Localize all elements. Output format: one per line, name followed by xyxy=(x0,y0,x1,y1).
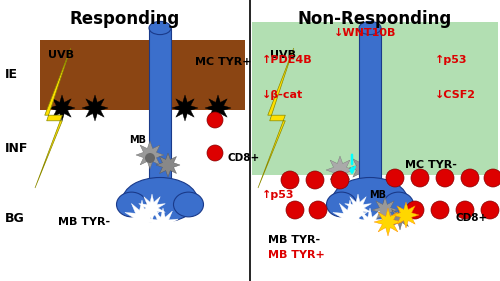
Ellipse shape xyxy=(149,21,171,35)
Polygon shape xyxy=(205,95,231,121)
Ellipse shape xyxy=(484,169,500,187)
Ellipse shape xyxy=(281,171,299,189)
Bar xyxy=(149,28,171,200)
Polygon shape xyxy=(388,206,412,230)
Text: IE: IE xyxy=(5,69,18,81)
Ellipse shape xyxy=(406,201,424,219)
Ellipse shape xyxy=(332,178,407,223)
Text: CD8+: CD8+ xyxy=(455,213,487,223)
Ellipse shape xyxy=(331,171,349,189)
Polygon shape xyxy=(82,95,108,121)
Ellipse shape xyxy=(207,145,223,161)
Text: UVB: UVB xyxy=(270,50,296,60)
Polygon shape xyxy=(136,141,164,169)
Ellipse shape xyxy=(386,169,404,187)
Ellipse shape xyxy=(436,169,454,187)
Polygon shape xyxy=(35,48,71,188)
Polygon shape xyxy=(372,197,398,223)
Text: ↑p53: ↑p53 xyxy=(435,55,468,65)
Ellipse shape xyxy=(145,153,155,163)
Polygon shape xyxy=(125,200,159,236)
Polygon shape xyxy=(349,155,375,181)
Text: Non-Responding: Non-Responding xyxy=(298,10,452,28)
Text: ↑p53: ↑p53 xyxy=(262,190,294,200)
Text: MC TYR-: MC TYR- xyxy=(405,160,457,170)
Text: MB TYR+: MB TYR+ xyxy=(268,250,325,260)
Ellipse shape xyxy=(122,178,198,223)
Ellipse shape xyxy=(207,112,223,128)
Polygon shape xyxy=(172,95,198,121)
Ellipse shape xyxy=(116,192,146,217)
Text: MC TYR+: MC TYR+ xyxy=(195,57,252,67)
Text: MB: MB xyxy=(130,135,146,145)
Ellipse shape xyxy=(174,192,204,217)
Bar xyxy=(252,22,498,175)
Polygon shape xyxy=(393,202,419,228)
Ellipse shape xyxy=(384,192,414,217)
Ellipse shape xyxy=(306,171,324,189)
Text: Responding: Responding xyxy=(70,10,180,28)
Text: ↓β-cat: ↓β-cat xyxy=(262,90,303,100)
Ellipse shape xyxy=(431,201,449,219)
Ellipse shape xyxy=(411,169,429,187)
Polygon shape xyxy=(258,48,294,188)
Polygon shape xyxy=(326,156,354,184)
Ellipse shape xyxy=(359,21,381,35)
Ellipse shape xyxy=(461,169,479,187)
Polygon shape xyxy=(333,200,367,236)
Text: ↓WNT10B: ↓WNT10B xyxy=(334,28,396,38)
Text: MB: MB xyxy=(370,190,386,200)
Text: BG: BG xyxy=(5,212,25,225)
Text: ↑PDE4B: ↑PDE4B xyxy=(262,55,312,65)
Bar xyxy=(40,40,245,110)
Text: INF: INF xyxy=(5,142,28,155)
Text: ↓CSF2: ↓CSF2 xyxy=(435,90,476,100)
Ellipse shape xyxy=(309,201,327,219)
Polygon shape xyxy=(344,194,372,222)
Polygon shape xyxy=(156,153,180,177)
Text: CD8+: CD8+ xyxy=(228,153,260,163)
Text: MB TYR-: MB TYR- xyxy=(268,235,320,245)
Polygon shape xyxy=(355,208,385,240)
Text: UVB: UVB xyxy=(48,50,74,60)
Polygon shape xyxy=(49,95,75,121)
Text: MB TYR-: MB TYR- xyxy=(58,217,110,227)
Bar xyxy=(359,28,381,200)
Ellipse shape xyxy=(481,201,499,219)
Ellipse shape xyxy=(326,192,356,217)
Ellipse shape xyxy=(286,201,304,219)
Ellipse shape xyxy=(456,201,474,219)
Polygon shape xyxy=(148,208,178,240)
Polygon shape xyxy=(374,208,402,236)
Polygon shape xyxy=(138,194,166,222)
